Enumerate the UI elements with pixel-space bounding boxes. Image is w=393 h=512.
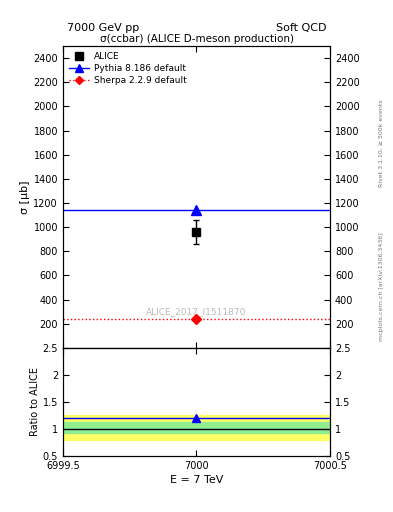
Legend: ALICE, Pythia 8.186 default, Sherpa 2.2.9 default: ALICE, Pythia 8.186 default, Sherpa 2.2.… bbox=[66, 49, 190, 89]
Title: σ(ccbar) (ALICE D-meson production): σ(ccbar) (ALICE D-meson production) bbox=[99, 34, 294, 44]
X-axis label: E = 7 TeV: E = 7 TeV bbox=[170, 475, 223, 485]
Bar bbox=[63, 415, 330, 440]
Y-axis label: σ [μb]: σ [μb] bbox=[20, 180, 31, 214]
Text: 7000 GeV pp: 7000 GeV pp bbox=[67, 23, 139, 33]
Text: ALICE_2017_I1511870: ALICE_2017_I1511870 bbox=[146, 307, 247, 316]
Text: mcplots.cern.ch [arXiv:1306.3436]: mcplots.cern.ch [arXiv:1306.3436] bbox=[379, 232, 384, 341]
Y-axis label: Ratio to ALICE: Ratio to ALICE bbox=[30, 367, 40, 436]
Text: Soft QCD: Soft QCD bbox=[276, 23, 326, 33]
Text: Rivet 3.1.10, ≥ 500k events: Rivet 3.1.10, ≥ 500k events bbox=[379, 99, 384, 187]
Bar bbox=[63, 422, 330, 433]
